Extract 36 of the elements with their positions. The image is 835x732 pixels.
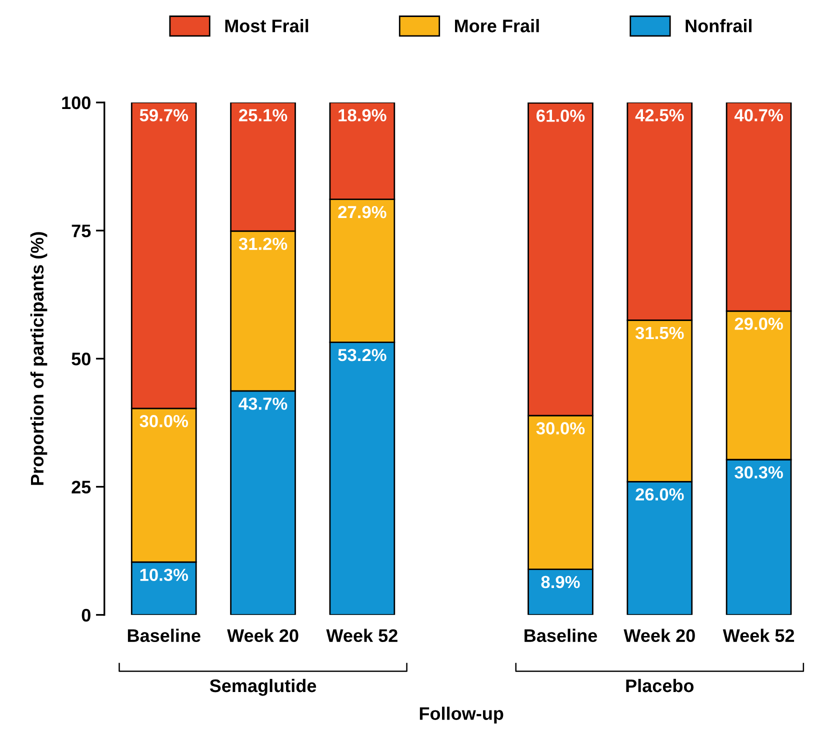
x-tick-label: Week 52 — [326, 628, 398, 642]
text: Semaglutide — [210, 678, 316, 696]
data-label: 25.1% — [239, 109, 288, 122]
data-label: 8.9% — [541, 576, 580, 588]
data-label: 61.0% — [536, 110, 585, 122]
y-tick-label: 50 — [72, 352, 90, 366]
data-label: 30.3% — [734, 466, 783, 479]
data-label: 29.0% — [734, 318, 783, 330]
legend-label: Nonfrail — [686, 19, 752, 32]
y-tick-label: 100 — [62, 96, 90, 110]
legend-label: Most Frail — [225, 19, 308, 32]
data-label: 53.2% — [338, 348, 386, 362]
data-label: 30.0% — [140, 414, 188, 428]
data-label: 27.9% — [338, 206, 386, 218]
x-tick-label: Baseline — [128, 628, 200, 642]
data-label: 59.7% — [140, 109, 188, 122]
y-tick-label: 75 — [72, 224, 91, 238]
x-tick-label: Week 52 — [722, 628, 794, 642]
x-tick-label: Week 20 — [624, 628, 695, 642]
data-label: 42.5% — [635, 109, 684, 122]
x-tick-label: Week 20 — [227, 628, 298, 642]
y-tick-label: 25 — [72, 480, 91, 494]
y-tick-label: 0 — [82, 608, 90, 622]
y-axis-title: Proportion of participants (%) — [30, 232, 48, 485]
legend-label: More Frail — [455, 19, 539, 32]
data-label: 18.9% — [338, 109, 386, 122]
data-label: 31.5% — [635, 326, 684, 340]
x-tick-label: Baseline — [524, 628, 598, 642]
data-label: 43.7% — [238, 398, 288, 410]
data-label: 26.0% — [636, 488, 684, 501]
data-label: 40.7% — [734, 109, 783, 122]
data-label: 30.0% — [536, 422, 585, 434]
text: Placebo — [626, 678, 694, 692]
data-label: 10.3% — [140, 568, 188, 582]
data-label: 31.2% — [238, 238, 288, 250]
x-axis-title: Follow-up — [420, 706, 504, 724]
